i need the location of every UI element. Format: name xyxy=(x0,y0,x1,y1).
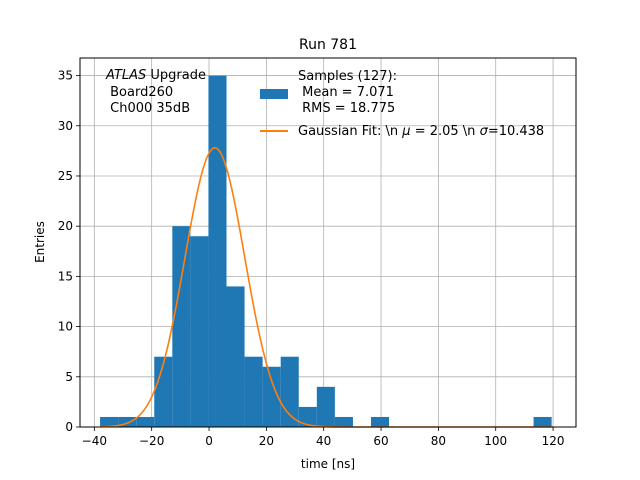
histogram-bar xyxy=(190,236,209,427)
legend: Samples (127): Mean = 7.071 RMS = 18.775… xyxy=(260,69,544,139)
histogram-bar xyxy=(136,416,155,427)
legend-label-samples: Samples (127): Mean = 7.071 RMS = 18.775 xyxy=(298,69,397,116)
chart-title: Run 781 xyxy=(299,37,357,53)
histogram-bar xyxy=(208,75,227,428)
plot-frame xyxy=(79,57,577,428)
y-tick-label: 20 xyxy=(58,219,73,233)
legend-swatch-samples xyxy=(260,89,288,99)
histogram-bar xyxy=(172,226,191,427)
legend-label-part: Gaussian Fit: \n xyxy=(298,124,402,139)
annotation-rest: Upgrade xyxy=(146,68,206,83)
x-axis-ticks: −40 −20 0 20 40 60 80 100 120 xyxy=(82,427,565,448)
annotation-line-2: Board260 xyxy=(106,85,173,100)
y-tick-label: 35 xyxy=(58,69,73,83)
y-axis-label: Entries xyxy=(33,221,47,263)
y-tick-label: 25 xyxy=(58,169,73,183)
histogram-bar xyxy=(226,286,245,427)
histogram-bar xyxy=(371,416,390,427)
histogram-bar xyxy=(334,416,353,427)
histogram-bar xyxy=(100,416,119,427)
y-tick-label: 10 xyxy=(58,320,73,334)
histogram-bar xyxy=(316,386,335,427)
x-tick-label: 20 xyxy=(259,434,274,448)
legend-label-fit: Gaussian Fit: \n μ = 2.05 \n σ=10.438 xyxy=(298,124,544,139)
x-tick-label: 100 xyxy=(484,434,507,448)
y-axis-ticks: 0 5 10 15 20 25 30 35 xyxy=(58,69,80,434)
legend-label-line: Samples (127): xyxy=(298,69,397,84)
legend-label-part: = 2.05 \n xyxy=(411,124,480,139)
x-tick-label: 0 xyxy=(205,434,213,448)
x-tick-label: 120 xyxy=(542,434,565,448)
x-tick-label: −20 xyxy=(139,434,164,448)
y-tick-label: 15 xyxy=(58,269,73,283)
x-tick-label: −40 xyxy=(82,434,107,448)
histogram-bar xyxy=(533,416,552,427)
annotation-line-3: Ch000 35dB xyxy=(106,101,190,116)
histogram-bar xyxy=(154,356,173,427)
histogram-bars xyxy=(100,75,552,428)
x-tick-label: 60 xyxy=(373,434,388,448)
legend-label-line: Mean = 7.071 xyxy=(298,85,394,100)
legend-math-symbol: μ xyxy=(401,124,410,139)
y-tick-label: 5 xyxy=(65,370,73,384)
annotation-italic: ATLAS xyxy=(105,68,146,83)
histogram-bar xyxy=(244,356,263,427)
x-tick-label: 80 xyxy=(431,434,446,448)
x-axis-label: time [ns] xyxy=(301,457,355,471)
y-tick-label: 0 xyxy=(65,420,73,434)
histogram-bar xyxy=(280,356,299,427)
legend-label-line: RMS = 18.775 xyxy=(298,101,395,116)
legend-label-part: =10.438 xyxy=(488,124,544,139)
x-tick-label: 40 xyxy=(316,434,331,448)
histogram-bar xyxy=(118,416,137,427)
atlas-annotation: ATLAS Upgrade Board260 Ch000 35dB xyxy=(105,68,206,116)
y-tick-label: 30 xyxy=(58,119,73,133)
annotation-line-1: ATLAS Upgrade xyxy=(105,68,206,83)
histogram-bar xyxy=(298,406,317,427)
histogram-bar xyxy=(262,366,281,427)
legend-math-symbol: σ xyxy=(480,124,489,139)
